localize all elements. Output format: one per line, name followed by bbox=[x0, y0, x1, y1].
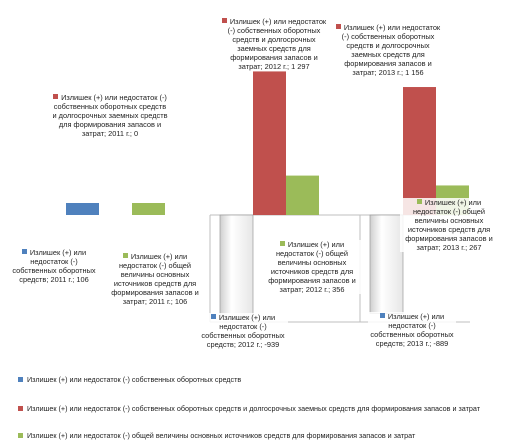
series3-marker-icon bbox=[416, 199, 422, 204]
bar-series1-2013 bbox=[369, 214, 404, 314]
legend-item-series2: Излишек (+) или недостаток (-) собственн… bbox=[18, 404, 480, 413]
bar-series1-2011 bbox=[66, 203, 99, 215]
series3-marker-icon bbox=[122, 253, 128, 258]
series2-marker-icon bbox=[335, 24, 341, 29]
series2-marker-icon bbox=[221, 18, 227, 23]
data-label-series1-2013: Излишек (+) или недостаток (-) собственн… bbox=[368, 312, 456, 348]
legend-swatch-series2-icon bbox=[18, 406, 23, 411]
data-label-text: Излишек (+) или недостаток (-) общей вел… bbox=[111, 252, 199, 306]
data-label-text: Излишек (+) или недостаток (-) собственн… bbox=[370, 312, 454, 348]
data-label-series3-2013: Излишек (+) или недостаток (-) общей вел… bbox=[400, 198, 498, 252]
legend-item-series3: Излишек (+) или недостаток (-) общей вел… bbox=[18, 431, 415, 440]
data-label-series3-2011: Излишек (+) или недостаток (-) общей вел… bbox=[106, 252, 204, 306]
legend-label: Излишек (+) или недостаток (-) собственн… bbox=[27, 375, 242, 384]
data-label-series2-2013: Излишек (+) или недостаток (-) собственн… bbox=[333, 23, 443, 77]
series3-marker-icon bbox=[279, 241, 285, 246]
bar-series1-2012 bbox=[219, 214, 254, 320]
bar-series3-2011 bbox=[132, 203, 165, 215]
data-label-series2-2011: Излишек (+) или недостаток (-) собственн… bbox=[52, 93, 168, 138]
legend-label: Излишек (+) или недостаток (-) общей вел… bbox=[27, 431, 416, 440]
data-label-series1-2011: Излишек (+) или недостаток (-) собственн… bbox=[8, 248, 100, 284]
legend-item-series1: Излишек (+) или недостаток (-) собственн… bbox=[18, 375, 241, 384]
data-label-text: Излишек (+) или недостаток (-) общей вел… bbox=[405, 198, 493, 252]
series1-marker-icon bbox=[21, 249, 27, 254]
bar-series2-2013 bbox=[403, 87, 436, 215]
data-label-text: Излишек (+) или недостаток (-) собственн… bbox=[227, 17, 327, 71]
data-label-text: Излишек (+) или недостаток (-) собственн… bbox=[52, 93, 168, 138]
legend-label: Излишек (+) или недостаток (-) собственн… bbox=[27, 404, 481, 413]
series2-marker-icon bbox=[53, 94, 59, 99]
data-label-series2-2012: Излишек (+) или недостаток (-) собственн… bbox=[218, 17, 330, 71]
data-label-series1-2012: Излишек (+) или недостаток (-) собственн… bbox=[198, 313, 288, 349]
series1-marker-icon bbox=[379, 313, 385, 318]
series1-marker-icon bbox=[210, 314, 216, 319]
legend-swatch-series3-icon bbox=[18, 433, 23, 438]
data-label-text: Излишек (+) или недостаток (-) общей вел… bbox=[268, 240, 356, 294]
legend-swatch-series1-icon bbox=[18, 377, 23, 382]
data-label-text: Излишек (+) или недостаток (-) собственн… bbox=[341, 23, 441, 77]
bar-series3-2012 bbox=[286, 175, 319, 215]
data-label-text: Излишек (+) или недостаток (-) собственн… bbox=[201, 313, 285, 349]
data-label-text: Излишек (+) или недостаток (-) собственн… bbox=[12, 248, 96, 284]
bar-series2-2012 bbox=[253, 71, 286, 216]
data-label-series3-2012: Излишек (+) или недостаток (-) общей вел… bbox=[262, 240, 362, 294]
